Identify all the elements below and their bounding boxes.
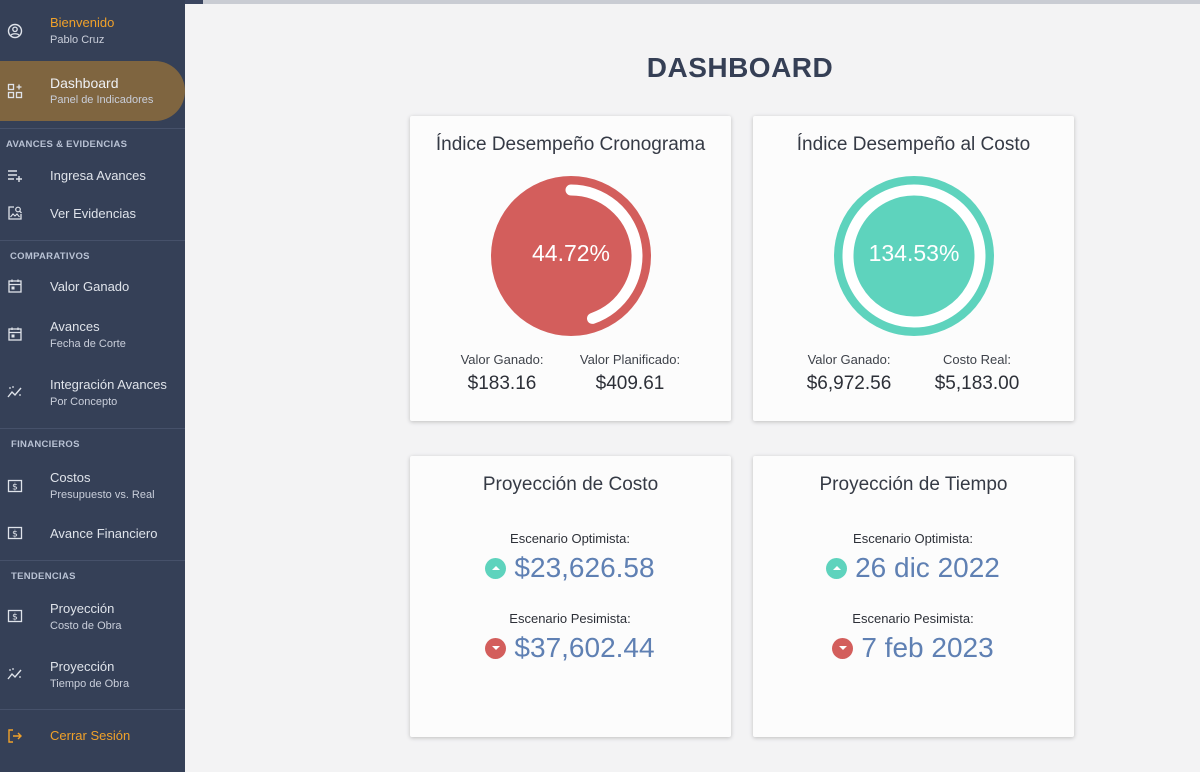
playlist-add-icon (7, 167, 23, 183)
pessimistic-label: Escenario Pesimista: (852, 611, 974, 626)
arrow-down-icon (485, 637, 507, 659)
sidebar: Bienvenido Pablo Cruz Dashboard Panel de… (0, 0, 185, 772)
card-title: Proyección de Costo (482, 474, 659, 495)
sidebar-item-label: Costos (50, 470, 91, 485)
sidebar-item-sub: Costo de Obra (50, 620, 122, 632)
spi-gauge-disc (491, 176, 651, 336)
pessimistic-value: 7 feb 2023 (861, 632, 994, 663)
svg-text:$: $ (12, 483, 18, 493)
cpi-earned-label: Valor Ganado: (807, 352, 891, 367)
cpi-gauge-disc (834, 176, 994, 336)
arrow-up-icon (826, 557, 848, 579)
optimistic-row: 26 dic 2022 (753, 552, 1073, 584)
sidebar-item-dashboard[interactable]: Dashboard Panel de Indicadores (0, 61, 185, 121)
sidebar-item-costos[interactable]: $ Costos Presupuesto vs. Real (0, 466, 185, 506)
sidebar-item-ver-evidencias[interactable]: Ver Evidencias (0, 198, 185, 228)
trend-icon (7, 384, 23, 400)
sidebar-item-avances[interactable]: Avances Fecha de Corte (0, 316, 185, 356)
image-search-icon (7, 205, 23, 221)
sidebar-item-avance-financiero[interactable]: $ Avance Financiero (0, 518, 185, 548)
calendar-icon (7, 326, 23, 342)
sidebar-item-label: Ingresa Avances (50, 168, 146, 183)
sidebar-item-ingresa-avances[interactable]: Ingresa Avances (0, 160, 185, 190)
spi-gauge-arc (565, 184, 643, 324)
optimistic-value: 26 dic 2022 (855, 552, 1000, 583)
optimistic-row: $23,626.58 (410, 552, 730, 584)
sidebar-item-sub: Presupuesto vs. Real (50, 489, 155, 501)
sidebar-item-label: Valor Ganado (50, 279, 130, 294)
divider (0, 428, 185, 429)
section-financieros: FINANCIEROS (11, 439, 80, 450)
spi-earned-label: Valor Ganado: (460, 352, 544, 367)
optimistic-label: Escenario Optimista: (510, 531, 630, 546)
card-title: Índice Desempeño al Costo (796, 134, 1031, 155)
sidebar-item-sub: Fecha de Corte (50, 338, 126, 350)
divider (0, 709, 185, 710)
dollar-box-icon: $ (7, 478, 23, 494)
page-title: DASHBOARD (646, 52, 834, 83)
spi-gauge (491, 176, 651, 336)
spi-card: Índice Desempeño Cronograma 44.72% Valor… (410, 116, 731, 421)
section-avances: AVANCES & EVIDENCIAS (6, 139, 128, 150)
optimistic-value: $23,626.58 (514, 552, 655, 583)
logout-icon (7, 728, 23, 744)
sidebar-item-label: Avance Financiero (50, 526, 158, 541)
card-title: Proyección de Tiempo (819, 474, 1008, 495)
section-comparativos: COMPARATIVOS (10, 251, 90, 262)
pessimistic-row: $37,602.44 (410, 632, 730, 664)
cpi-gauge-arc (842, 184, 986, 328)
cpi-gauge (834, 176, 994, 336)
pessimistic-label: Escenario Pesimista: (509, 611, 631, 626)
dashboard-label: Dashboard (50, 75, 119, 91)
dollar-box-icon: $ (7, 525, 23, 541)
sidebar-user: Bienvenido Pablo Cruz (0, 10, 185, 54)
calendar-icon (7, 278, 23, 294)
cpi-actual-label: Costo Real: (943, 352, 1011, 367)
arrow-up-icon (485, 557, 507, 579)
time-projection-card: Proyección de Tiempo Escenario Optimista… (753, 456, 1074, 737)
cost-projection-card: Proyección de Costo Escenario Optimista:… (410, 456, 731, 737)
sidebar-item-valor-ganado[interactable]: Valor Ganado (0, 271, 185, 301)
dollar-box-icon: $ (7, 608, 23, 624)
svg-text:$: $ (12, 613, 18, 623)
sidebar-item-label: Proyección (50, 601, 115, 616)
cpi-card: Índice Desempeño al Costo 134.53% Valor … (753, 116, 1074, 421)
divider (0, 240, 185, 241)
sidebar-item-label: Avances (50, 319, 100, 334)
divider (0, 560, 185, 561)
cpi-percent: 134.53% (868, 240, 960, 266)
spi-planned-value: $409.61 (595, 373, 665, 394)
sidebar-item-sub: Por Concepto (50, 396, 118, 408)
cpi-actual-value: $5,183.00 (934, 373, 1020, 394)
welcome-label: Bienvenido (50, 15, 115, 30)
spi-planned-label: Valor Planificado: (579, 352, 681, 367)
pessimistic-value: $37,602.44 (514, 632, 655, 663)
dashboard-grid-icon (7, 83, 23, 99)
section-tendencias: TENDENCIAS (11, 571, 76, 582)
sidebar-item-label: Ver Evidencias (50, 206, 136, 221)
logout-button[interactable]: Cerrar Sesión (0, 721, 185, 751)
spi-earned-value: $183.16 (467, 373, 537, 394)
dashboard-sub: Panel de Indicadores (50, 94, 154, 106)
logout-label: Cerrar Sesión (50, 728, 131, 743)
sidebar-item-proyeccion-tiempo[interactable]: Proyección Tiempo de Obra (0, 655, 185, 695)
sidebar-item-label: Integración Avances (50, 377, 167, 392)
sidebar-item-integracion-avances[interactable]: Integración Avances Por Concepto (0, 374, 185, 414)
sidebar-item-sub: Tiempo de Obra (50, 678, 130, 690)
sidebar-item-label: Proyección (50, 659, 115, 674)
svg-text:$: $ (12, 530, 18, 540)
sidebar-item-proyeccion-costo[interactable]: $ Proyección Costo de Obra (0, 597, 185, 637)
trend-icon (7, 666, 23, 682)
account-circle-icon (7, 23, 23, 39)
card-title: Índice Desempeño Cronograma (435, 134, 706, 155)
arrow-down-icon (832, 637, 854, 659)
top-divider (185, 0, 1200, 4)
divider (0, 128, 185, 129)
spi-percent: 44.72% (531, 240, 610, 266)
pessimistic-row: 7 feb 2023 (753, 632, 1073, 664)
user-name: Pablo Cruz (50, 34, 105, 46)
optimistic-label: Escenario Optimista: (853, 531, 973, 546)
cpi-earned-value: $6,972.56 (806, 373, 892, 394)
